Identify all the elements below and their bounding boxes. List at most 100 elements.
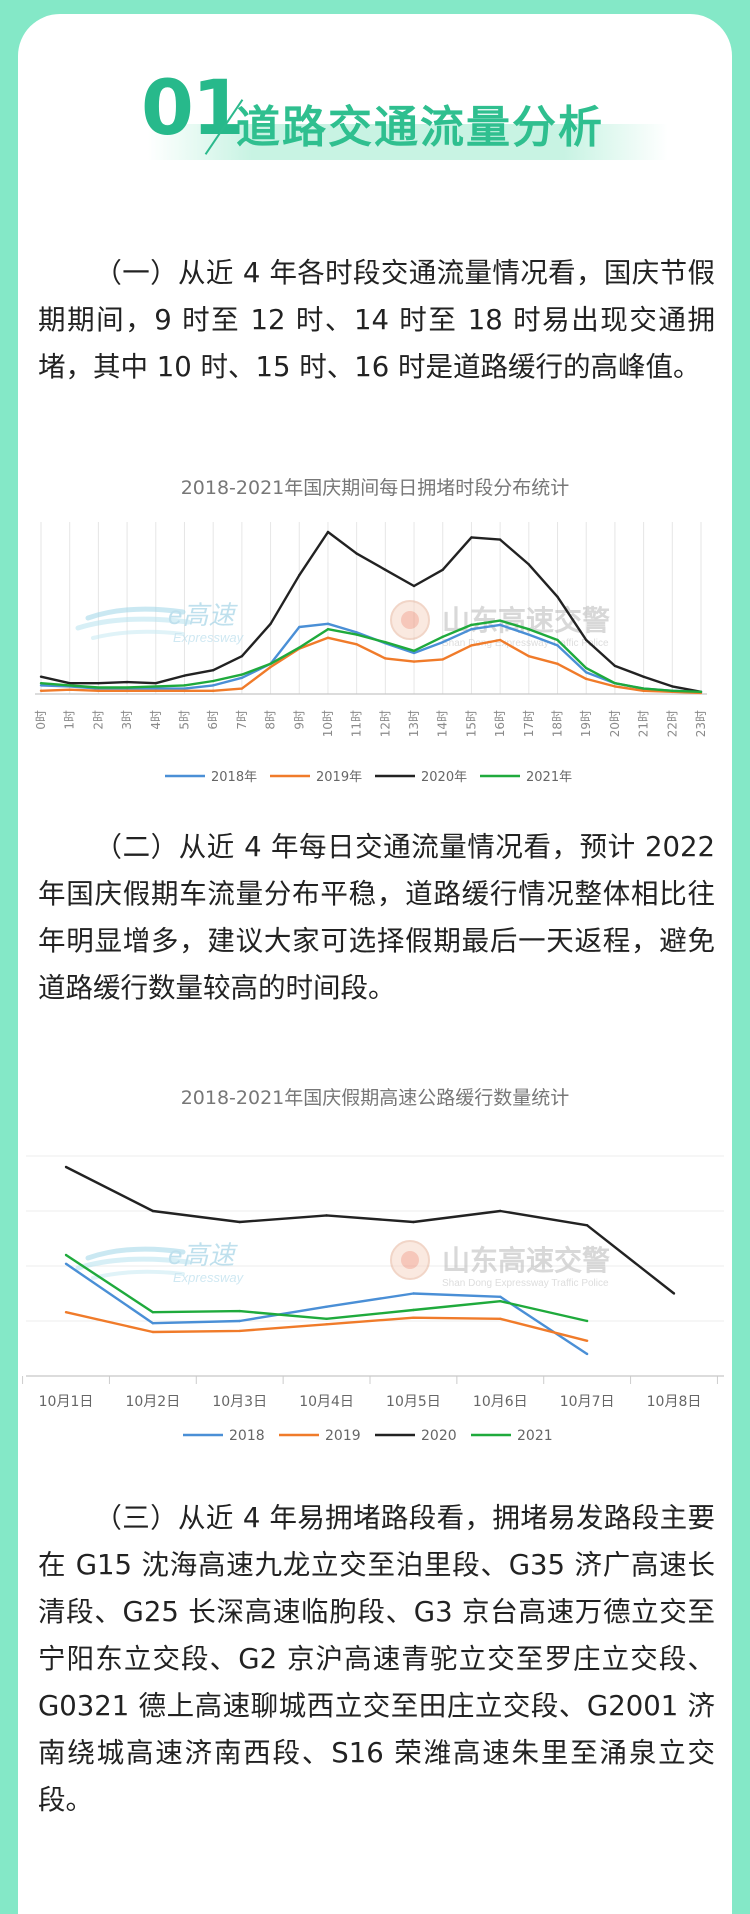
data-point <box>441 658 444 661</box>
data-point <box>556 662 559 665</box>
data-point <box>326 628 330 631</box>
data-point <box>412 651 416 655</box>
legend-label: 2021 <box>517 1428 553 1444</box>
data-point <box>238 1220 241 1224</box>
data-point <box>613 685 617 688</box>
data-point <box>527 655 531 658</box>
data-point <box>384 640 387 644</box>
data-point <box>498 638 502 642</box>
data-point <box>151 1322 155 1325</box>
data-point <box>556 644 559 647</box>
data-point <box>64 1165 68 1169</box>
brand-subtitle: Expressway <box>173 1270 245 1285</box>
data-point <box>64 1253 68 1257</box>
data-point <box>355 643 358 646</box>
section-title: 道路交通流量分析 <box>236 102 604 153</box>
data-point <box>39 682 43 685</box>
police-name: 山东高速交警 <box>442 604 610 637</box>
legend-item: 2019年 <box>270 770 362 785</box>
data-point <box>441 568 444 571</box>
data-point <box>642 689 645 692</box>
x-tick-label: 10月4日 <box>299 1394 354 1410</box>
data-point <box>238 1319 241 1323</box>
data-point <box>183 689 186 692</box>
x-tick-label: 10月5日 <box>386 1394 441 1410</box>
paragraph-3: （三）从近 4 年易拥堵路段看，拥堵易发路段主要在 G15 沈海高速九龙立交至泊… <box>38 1495 715 1824</box>
police-emblem-center-icon <box>401 1251 419 1269</box>
data-point <box>64 1311 68 1314</box>
data-point <box>154 689 157 692</box>
x-tick-label: 0时 <box>34 710 48 730</box>
legend-label: 2018年 <box>211 770 257 785</box>
data-point <box>326 530 330 534</box>
chart-title: 2018-2021年国庆假期高速公路缓行数量统计 <box>181 1087 570 1109</box>
data-point <box>97 686 100 689</box>
series-line-3 <box>65 1165 675 1295</box>
data-point <box>499 1300 502 1303</box>
police-emblem-center-icon <box>401 611 419 629</box>
data-point <box>325 1323 328 1326</box>
section-header: 01 道路交通流量分析 <box>18 64 732 174</box>
data-point <box>470 644 473 647</box>
data-point <box>585 1319 589 1323</box>
data-point <box>585 1352 589 1356</box>
data-point <box>211 689 215 692</box>
data-point <box>470 536 473 539</box>
data-point <box>240 676 244 679</box>
data-point <box>151 1330 155 1334</box>
data-point <box>269 665 272 669</box>
data-point <box>441 640 444 644</box>
data-point <box>498 619 502 622</box>
brand-swoosh-icon <box>91 629 185 640</box>
paragraph-2: （二）从近 4 年每日交通流量情况看，预计 2022 年国庆假期车流量分布平稳，… <box>38 824 715 1012</box>
data-point <box>211 684 215 687</box>
police-subtitle: Shan Dong Expressway Traffic Police <box>442 1278 609 1289</box>
legend-label: 2020年 <box>421 770 467 785</box>
data-point <box>269 622 272 625</box>
data-point <box>527 628 531 631</box>
data-point <box>355 633 358 636</box>
x-tick-label: 14时 <box>436 710 450 737</box>
x-tick-label: 5时 <box>177 710 191 730</box>
data-point <box>355 631 358 634</box>
data-point <box>556 638 559 642</box>
x-tick-label: 7时 <box>235 710 249 730</box>
data-point <box>240 673 244 676</box>
data-point <box>326 636 330 640</box>
brand-swoosh-icon <box>85 1246 186 1261</box>
x-tick-label: 15时 <box>464 710 478 737</box>
legend-item: 2020 <box>375 1428 457 1444</box>
data-point <box>97 682 100 685</box>
daily-slow-traffic-chart: 2018-2021年国庆假期高速公路缓行数量统计 e高速 Expressway 山东高… <box>18 1062 732 1462</box>
x-tick-label: 20时 <box>608 710 622 737</box>
data-point <box>412 584 416 588</box>
x-tick-label: 3时 <box>120 710 134 730</box>
data-point <box>671 689 674 692</box>
data-point <box>151 1209 155 1213</box>
series-line-4 <box>40 619 702 693</box>
data-point <box>325 1317 328 1320</box>
data-point <box>527 563 531 566</box>
data-point <box>585 638 588 642</box>
brand-swoosh-icon <box>75 1256 191 1271</box>
data-point <box>412 660 416 663</box>
data-point <box>412 649 416 652</box>
data-point <box>412 1316 415 1319</box>
x-tick-label: 10月7日 <box>560 1394 615 1410</box>
data-point <box>585 1224 589 1227</box>
brand-name: e高速 <box>168 600 238 630</box>
legend-item: 2021 <box>471 1428 553 1444</box>
data-point <box>585 666 588 670</box>
data-point <box>298 574 301 577</box>
paragraph-3-text: （三）从近 4 年易拥堵路段看，拥堵易发路段主要在 G15 沈海高速九龙立交至泊… <box>38 1502 715 1816</box>
police-name: 山东高速交警 <box>442 1244 610 1277</box>
legend-label: 2019年 <box>316 770 362 785</box>
legend-label: 2018 <box>229 1428 265 1444</box>
data-point <box>556 595 559 598</box>
data-point <box>585 1339 589 1342</box>
data-point <box>499 1317 502 1320</box>
brand-swoosh-icon <box>75 616 191 631</box>
data-point <box>125 680 129 684</box>
data-point <box>527 633 531 636</box>
